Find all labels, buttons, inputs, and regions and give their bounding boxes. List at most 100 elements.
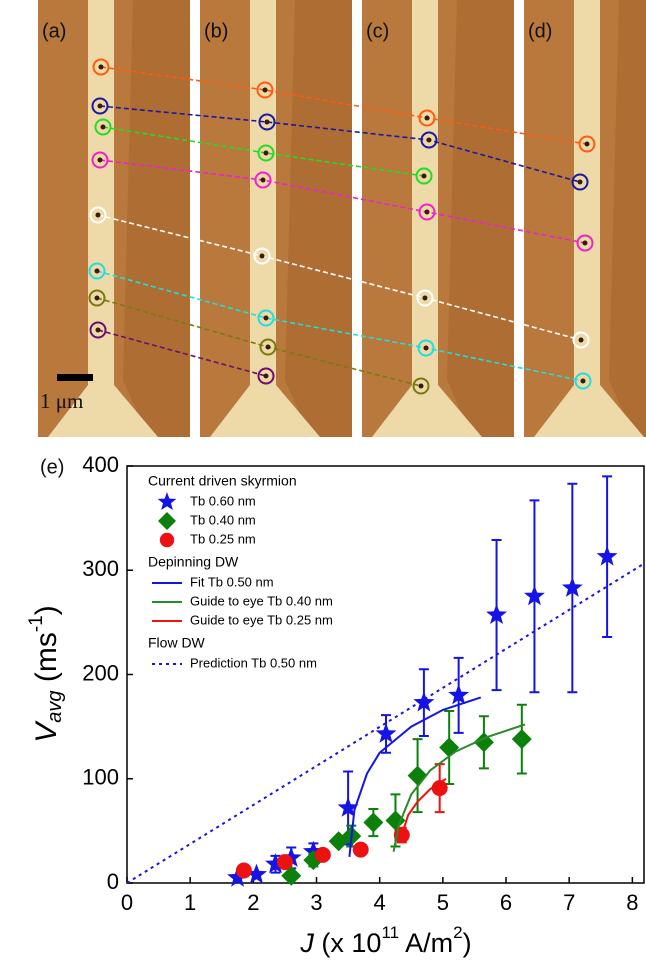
x-axis-label-part: 2 [453, 923, 462, 942]
legend-swatch [158, 512, 176, 530]
x-axis-label: J (x 1011 A/m2) [299, 923, 471, 958]
skyrmion [424, 209, 430, 215]
x-tick-label: 2 [247, 890, 259, 915]
skyrmion-ring [254, 171, 272, 189]
skyrmion-ring [571, 173, 589, 191]
skyrmion-ring [89, 206, 107, 224]
panel-band [123, 0, 190, 437]
legend-label: Tb 0.25 nm [190, 531, 256, 546]
x-tick-label: 4 [374, 890, 386, 915]
skyrmion-ring [258, 113, 276, 131]
skyrmion-ring [418, 203, 436, 221]
star-marker [280, 847, 302, 867]
x-axis-label-part: ) [463, 928, 472, 958]
skyrmion-ring [257, 144, 275, 162]
circle-marker [276, 854, 293, 871]
skyrmion-ring [576, 234, 594, 252]
skyrmion [578, 337, 584, 343]
skyrmion-ring [256, 81, 274, 99]
skyrmion [97, 103, 103, 109]
circle-marker [352, 841, 369, 858]
scale-bar-label: 1 μm [40, 389, 83, 413]
panel-band [609, 0, 646, 437]
star-marker [596, 545, 618, 566]
y-axis-label-part: ) [30, 605, 63, 615]
skyrmion [94, 268, 100, 274]
panel-label: (c) [366, 20, 389, 42]
diamond-marker [511, 729, 532, 750]
star-marker [227, 866, 248, 887]
y-tick-label: 300 [82, 556, 119, 581]
star-marker [524, 585, 545, 606]
skyrmion-track [99, 159, 586, 244]
skyrmion-ring [257, 367, 275, 385]
diamond-marker [281, 865, 302, 886]
skyrmion-ring [94, 118, 112, 136]
circle-marker [431, 780, 448, 797]
diamond-marker [385, 810, 406, 831]
skyrmion [418, 383, 424, 389]
legend-heading: Current driven skyrmion [148, 473, 297, 489]
legend-swatch [157, 492, 177, 510]
skyrmion-ring [257, 309, 275, 327]
y-axis-label-part: (ms [30, 632, 63, 690]
skyrmion-track [96, 270, 584, 382]
skyrmion [95, 327, 101, 333]
y-tick-label: 0 [107, 869, 119, 894]
fit-line [392, 723, 526, 852]
y-tick-label: 200 [82, 660, 119, 685]
skyrmion [263, 373, 269, 379]
y-axis-label-part: avg [44, 690, 66, 722]
fit-line [348, 696, 482, 858]
fit-line [398, 777, 447, 842]
x-axis-label-part: 11 [381, 923, 399, 942]
skyrmion [262, 87, 268, 93]
x-axis-label-part: A/m [399, 928, 453, 958]
skyrmion-ring [574, 372, 592, 390]
star-marker [337, 796, 359, 817]
skyrmion-ring [412, 377, 430, 395]
diamond-marker [439, 737, 460, 758]
skyrmion-ring [259, 338, 277, 356]
panel-band [285, 0, 352, 437]
circle-marker [235, 862, 252, 879]
track [48, 0, 158, 437]
star-marker [413, 691, 435, 712]
skyrmion [94, 295, 100, 301]
star-marker [375, 722, 397, 743]
skyrmion-ring [253, 247, 271, 265]
y-tick-label: 400 [82, 452, 119, 477]
skyrmion [263, 150, 269, 156]
legend-heading: Depinning DW [148, 554, 239, 570]
star-marker [486, 604, 507, 624]
y-axis-label: Vavg (ms-1) [26, 605, 66, 743]
panel-label: (a) [42, 20, 66, 42]
panel-label: (d) [528, 20, 552, 42]
panel-band [447, 0, 514, 437]
y-axis-label-part: V [30, 720, 63, 743]
legend-label: Fit Tb 0.50 nm [190, 574, 274, 589]
star-marker [561, 577, 583, 597]
skyrmion-ring [415, 167, 433, 185]
x-tick-label: 6 [500, 890, 512, 915]
skyrmion [580, 378, 586, 384]
scale-bar [57, 374, 93, 381]
skyrmion [97, 157, 103, 163]
y-tick-label: 100 [82, 765, 119, 790]
skyrmion-track [99, 105, 581, 183]
skyrmion-ring [420, 131, 438, 149]
star-marker [265, 853, 286, 874]
legend-swatch [159, 532, 175, 548]
legend-label: Tb 0.60 nm [190, 493, 256, 508]
skyrmion-track [97, 214, 582, 341]
skyrmion-ring [92, 58, 110, 76]
skyrmion-ring [416, 289, 434, 307]
skyrmion [426, 137, 432, 143]
skyrmion-ring [417, 339, 435, 357]
skyrmion-ring [91, 97, 109, 115]
x-axis-label-part: J [299, 928, 314, 958]
panel-label: (e) [40, 456, 64, 478]
track [534, 0, 644, 437]
skyrmion-track [97, 329, 267, 377]
